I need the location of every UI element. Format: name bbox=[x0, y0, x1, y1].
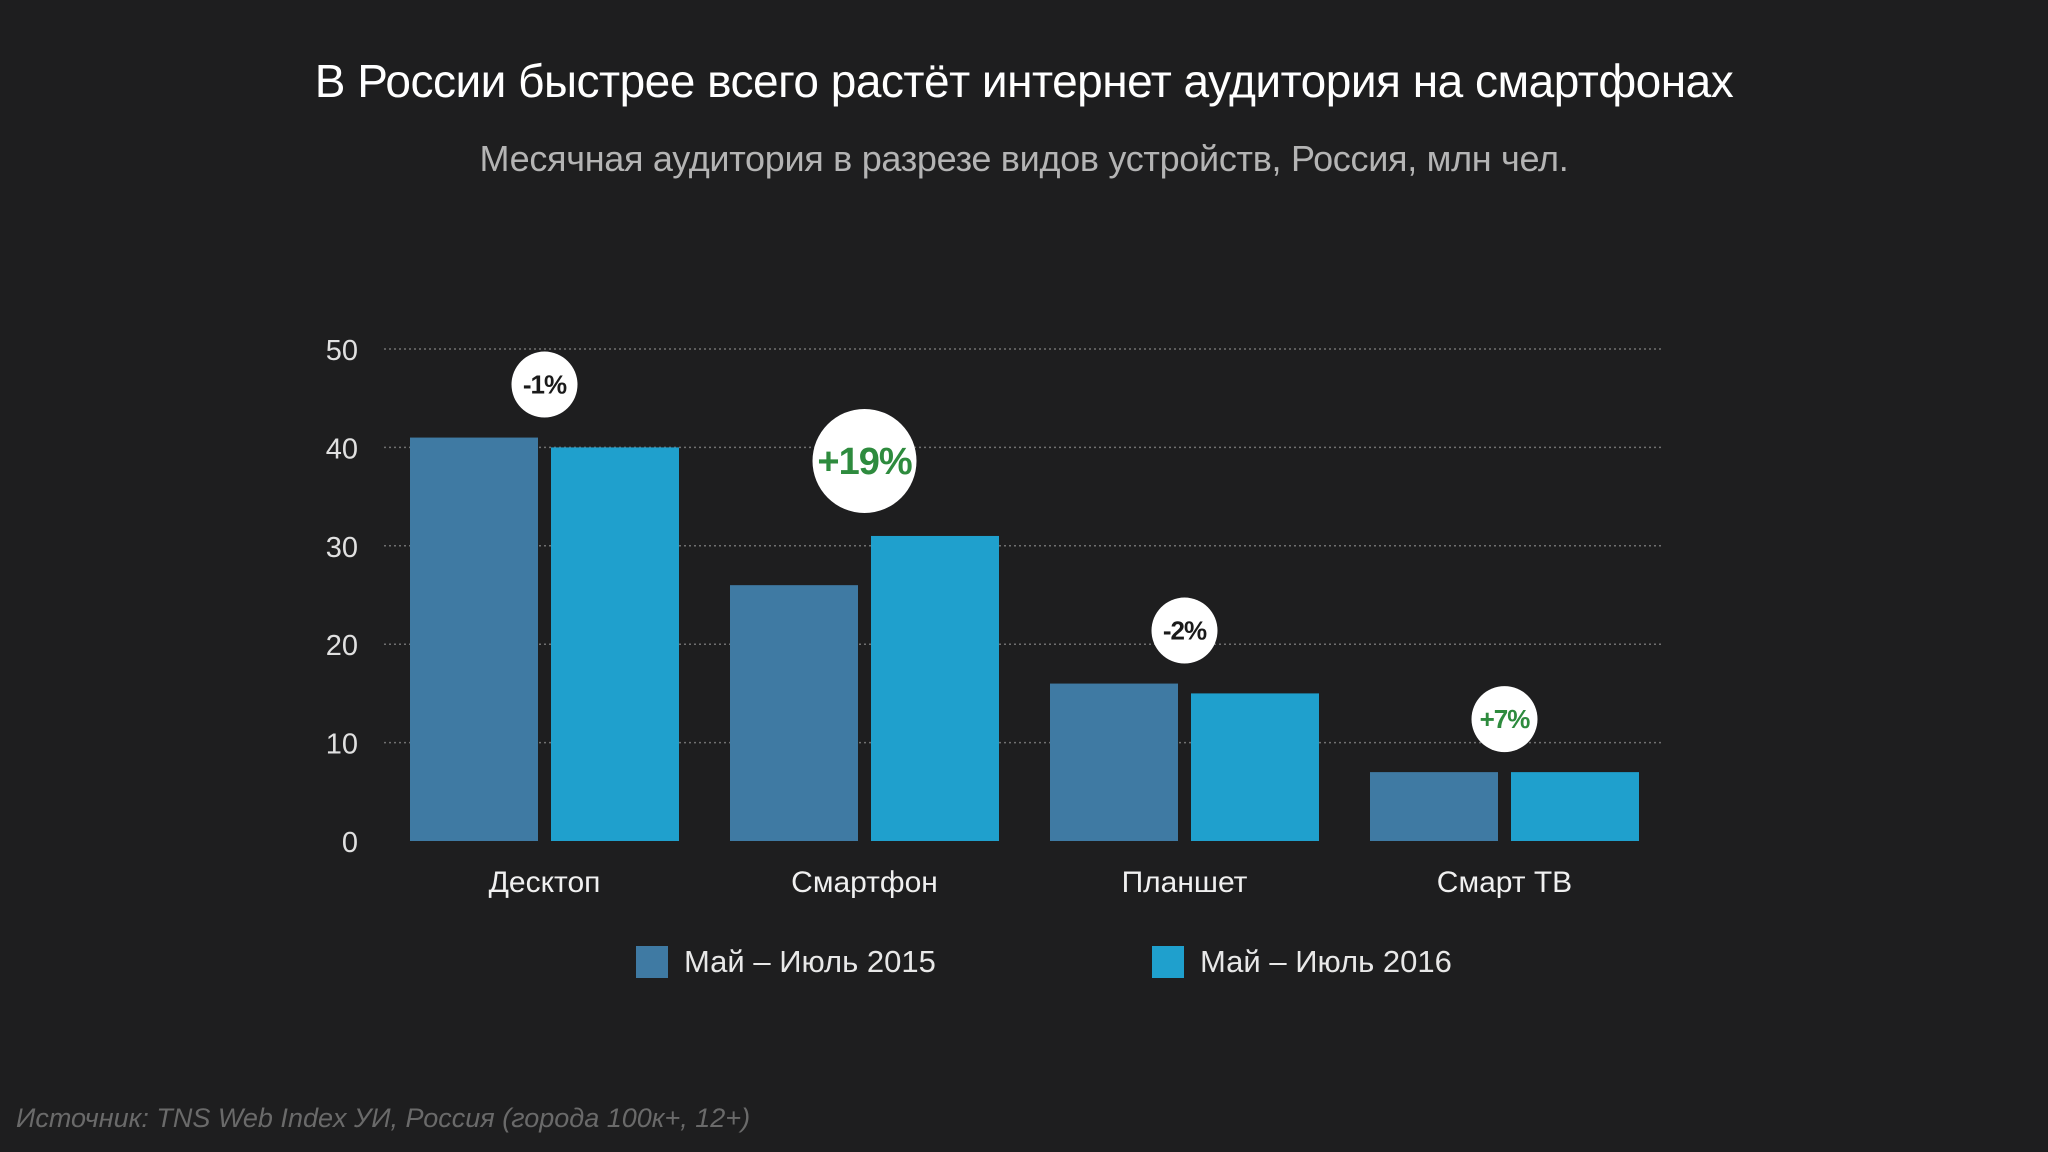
change-label-2: -2% bbox=[1163, 616, 1207, 646]
x-tick-label-2: Планшет bbox=[1122, 866, 1248, 899]
y-tick-label-50: 50 bbox=[326, 335, 358, 367]
legend-label-2016: Май – Июль 2016 bbox=[1200, 944, 1452, 979]
legend-swatch-2015 bbox=[636, 946, 668, 978]
change-label-0: -1% bbox=[523, 370, 567, 400]
x-tick-label-3: Смарт ТВ bbox=[1437, 866, 1572, 899]
bar-2016-0 bbox=[551, 447, 679, 841]
change-badge-2 bbox=[1151, 597, 1218, 664]
y-tick-label-0: 0 bbox=[342, 827, 358, 859]
change-badge-0 bbox=[511, 351, 578, 418]
y-tick-label-20: 20 bbox=[326, 630, 358, 662]
x-tick-label-1: Смартфон bbox=[791, 866, 938, 899]
change-label-3: +7% bbox=[1480, 704, 1531, 734]
bar-2015-1 bbox=[730, 585, 858, 841]
y-tick-label-40: 40 bbox=[326, 433, 358, 465]
change-badge-1 bbox=[812, 408, 917, 513]
bar-2015-3 bbox=[1370, 772, 1498, 841]
chart-subtitle: Месячная аудитория в разрезе видов устро… bbox=[479, 138, 1569, 179]
y-tick-label-10: 10 bbox=[326, 729, 358, 761]
x-tick-label-0: Десктоп bbox=[489, 866, 601, 899]
bar-2016-3 bbox=[1511, 772, 1639, 841]
change-badge-3 bbox=[1471, 686, 1538, 753]
bar-2015-0 bbox=[410, 437, 538, 841]
legend-item-2015: Май – Июль 2015 bbox=[636, 944, 936, 980]
bar-2015-2 bbox=[1050, 683, 1178, 841]
change-label-1: +19% bbox=[817, 441, 911, 483]
legend-item-2016: Май – Июль 2016 bbox=[1152, 944, 1452, 980]
y-tick-label-30: 30 bbox=[326, 532, 358, 564]
source-note: Источник: TNS Web Index УИ, Россия (горо… bbox=[16, 1103, 751, 1133]
bar-2016-1 bbox=[871, 535, 999, 841]
bar-2016-2 bbox=[1191, 693, 1319, 841]
legend-label-2015: Май – Июль 2015 bbox=[684, 944, 936, 979]
chart-title: В России быстрее всего растёт интернет а… bbox=[314, 55, 1734, 107]
legend-swatch-2016 bbox=[1152, 946, 1184, 978]
